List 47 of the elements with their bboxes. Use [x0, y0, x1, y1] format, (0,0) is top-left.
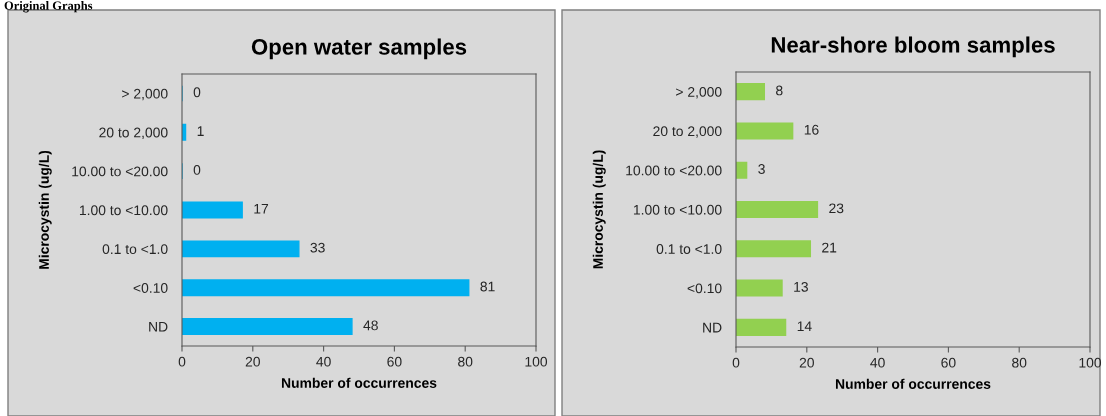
x-tick-label: 20: [245, 356, 260, 367]
data-label: 0: [193, 87, 201, 98]
y-tick-label: > 2,000: [676, 86, 722, 99]
x-axis-title: Number of occurrences: [281, 377, 437, 388]
chart-title: Open water samples: [251, 38, 467, 60]
data-label: 81: [480, 281, 495, 292]
y-tick-label: 20 to 2,000: [653, 126, 722, 138]
x-tick-label: 0: [732, 357, 740, 368]
x-tick-label: 0: [178, 356, 186, 367]
data-label: 0: [193, 165, 201, 175]
data-label: 1: [197, 126, 204, 136]
data-label: 48: [363, 320, 378, 331]
y-axis-title: Microcystin (ug/L): [38, 150, 52, 269]
x-tick-label: 100: [525, 356, 548, 367]
x-tick-label: 60: [941, 357, 956, 368]
y-tick-label: ND: [703, 322, 722, 333]
y-tick-label: 0.1 to <1.0: [102, 244, 168, 255]
y-tick-label: 0.1 to <1.0: [656, 244, 722, 254]
y-tick-label: <0.10: [687, 283, 722, 294]
data-label: 13: [794, 281, 808, 292]
x-tick-label: 80: [1012, 357, 1027, 368]
y-tick-label: <0.10: [133, 283, 168, 293]
text: Original Graphs: [4, 1, 93, 13]
data-label: 23: [829, 203, 844, 214]
x-tick-label: 80: [458, 356, 473, 367]
data-label: 17: [254, 204, 269, 214]
x-tick-label: 20: [799, 357, 814, 368]
x-tick-label: 40: [316, 356, 331, 367]
data-label: 14: [797, 321, 812, 331]
chart-title: Near-shore bloom samples: [771, 36, 1055, 58]
y-tick-label: 1.00 to <10.00: [79, 205, 168, 216]
data-label: 16: [804, 124, 819, 135]
data-label: 33: [310, 242, 325, 253]
y-tick-label: 10.00 to <20.00: [72, 166, 168, 177]
y-tick-label: ND: [149, 322, 168, 332]
x-tick-label: 60: [387, 356, 402, 367]
x-tick-label: 100: [1079, 357, 1102, 368]
x-tick-label: 40: [870, 357, 885, 368]
y-axis-title: Microcystin (ug/L): [592, 150, 606, 269]
x-axis-title: Number of occurrences: [835, 378, 991, 389]
data-label: 3: [758, 164, 765, 174]
y-tick-label: 20 to 2,000: [99, 127, 168, 140]
data-label: 21: [822, 242, 837, 253]
data-label: 8: [776, 85, 783, 96]
y-tick-label: > 2,000: [122, 88, 168, 101]
y-tick-label: 1.00 to <10.00: [633, 204, 722, 215]
y-tick-label: 10.00 to <20.00: [626, 165, 722, 176]
